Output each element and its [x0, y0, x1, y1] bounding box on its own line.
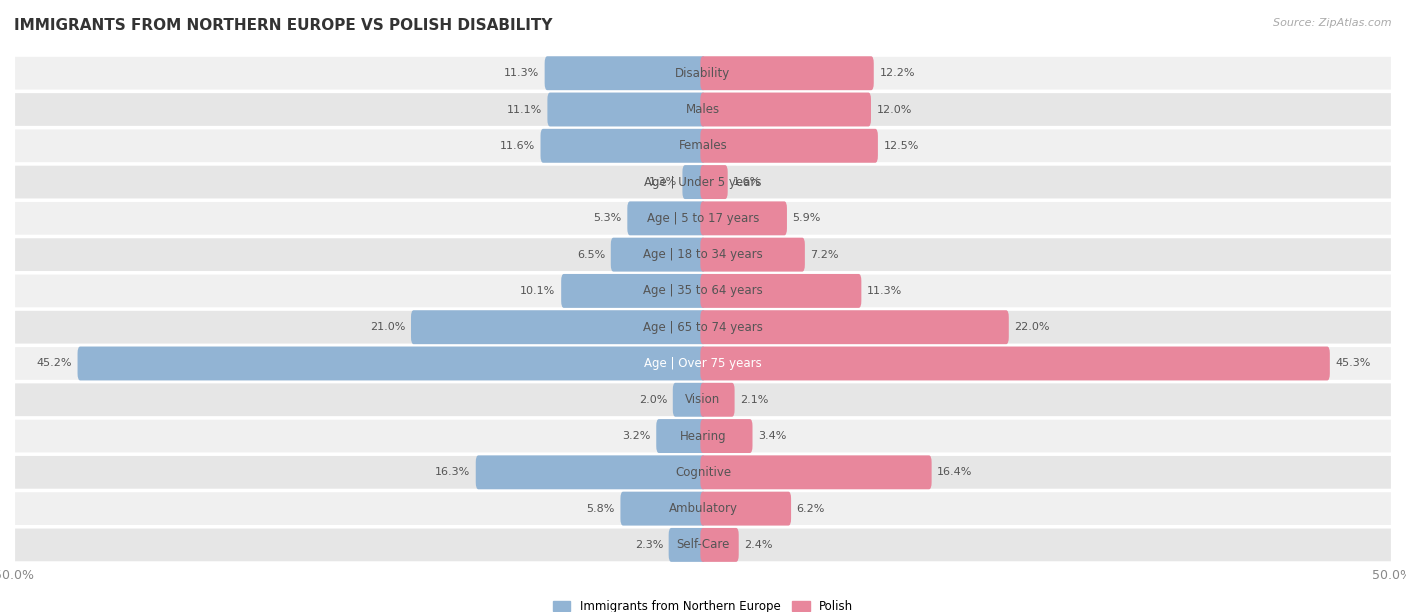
Text: 22.0%: 22.0% [1014, 322, 1050, 332]
Text: 12.5%: 12.5% [883, 141, 920, 151]
FancyBboxPatch shape [475, 455, 706, 490]
FancyBboxPatch shape [547, 92, 706, 127]
Text: 11.1%: 11.1% [506, 105, 541, 114]
Text: 2.4%: 2.4% [744, 540, 773, 550]
FancyBboxPatch shape [700, 491, 792, 526]
Text: Females: Females [679, 140, 727, 152]
FancyBboxPatch shape [700, 92, 870, 127]
Text: 2.1%: 2.1% [740, 395, 769, 405]
Text: 5.3%: 5.3% [593, 214, 621, 223]
FancyBboxPatch shape [561, 274, 706, 308]
FancyBboxPatch shape [14, 165, 1392, 200]
FancyBboxPatch shape [669, 528, 706, 562]
Text: 2.3%: 2.3% [634, 540, 664, 550]
FancyBboxPatch shape [14, 129, 1392, 163]
Text: 16.3%: 16.3% [434, 468, 470, 477]
FancyBboxPatch shape [700, 274, 862, 308]
FancyBboxPatch shape [14, 237, 1392, 272]
Text: Cognitive: Cognitive [675, 466, 731, 479]
Text: 6.5%: 6.5% [576, 250, 605, 259]
Text: 5.8%: 5.8% [586, 504, 614, 513]
FancyBboxPatch shape [14, 201, 1392, 236]
Text: 16.4%: 16.4% [938, 468, 973, 477]
FancyBboxPatch shape [610, 237, 706, 272]
FancyBboxPatch shape [673, 382, 706, 417]
Legend: Immigrants from Northern Europe, Polish: Immigrants from Northern Europe, Polish [548, 595, 858, 612]
Text: Age | Under 5 years: Age | Under 5 years [644, 176, 762, 188]
FancyBboxPatch shape [411, 310, 706, 344]
FancyBboxPatch shape [657, 419, 706, 453]
Text: Disability: Disability [675, 67, 731, 80]
FancyBboxPatch shape [700, 129, 877, 163]
Text: 6.2%: 6.2% [797, 504, 825, 513]
FancyBboxPatch shape [700, 237, 804, 272]
FancyBboxPatch shape [544, 56, 706, 90]
FancyBboxPatch shape [627, 201, 706, 236]
FancyBboxPatch shape [14, 455, 1392, 490]
FancyBboxPatch shape [14, 346, 1392, 381]
FancyBboxPatch shape [14, 92, 1392, 127]
FancyBboxPatch shape [14, 528, 1392, 562]
Text: 7.2%: 7.2% [810, 250, 839, 259]
Text: 11.3%: 11.3% [868, 286, 903, 296]
FancyBboxPatch shape [700, 528, 738, 562]
FancyBboxPatch shape [700, 56, 873, 90]
Text: Age | 5 to 17 years: Age | 5 to 17 years [647, 212, 759, 225]
FancyBboxPatch shape [700, 455, 932, 490]
FancyBboxPatch shape [14, 310, 1392, 345]
Text: IMMIGRANTS FROM NORTHERN EUROPE VS POLISH DISABILITY: IMMIGRANTS FROM NORTHERN EUROPE VS POLIS… [14, 18, 553, 34]
Text: 45.3%: 45.3% [1336, 359, 1371, 368]
Text: Self-Care: Self-Care [676, 539, 730, 551]
FancyBboxPatch shape [700, 201, 787, 236]
FancyBboxPatch shape [14, 274, 1392, 308]
Text: 3.2%: 3.2% [623, 431, 651, 441]
Text: 45.2%: 45.2% [37, 359, 72, 368]
Text: 11.3%: 11.3% [503, 68, 538, 78]
Text: Hearing: Hearing [679, 430, 727, 442]
FancyBboxPatch shape [700, 382, 734, 417]
Text: 1.3%: 1.3% [648, 177, 676, 187]
Text: Vision: Vision [685, 394, 721, 406]
Text: 1.6%: 1.6% [734, 177, 762, 187]
Text: 12.0%: 12.0% [876, 105, 912, 114]
Text: Age | 65 to 74 years: Age | 65 to 74 years [643, 321, 763, 334]
Text: 2.0%: 2.0% [638, 395, 668, 405]
Text: 11.6%: 11.6% [499, 141, 534, 151]
FancyBboxPatch shape [14, 56, 1392, 91]
Text: Age | 35 to 64 years: Age | 35 to 64 years [643, 285, 763, 297]
Text: Males: Males [686, 103, 720, 116]
FancyBboxPatch shape [700, 165, 728, 199]
Text: Source: ZipAtlas.com: Source: ZipAtlas.com [1274, 18, 1392, 28]
Text: 10.1%: 10.1% [520, 286, 555, 296]
FancyBboxPatch shape [620, 491, 706, 526]
Text: 12.2%: 12.2% [879, 68, 915, 78]
FancyBboxPatch shape [14, 419, 1392, 453]
Text: 3.4%: 3.4% [758, 431, 786, 441]
FancyBboxPatch shape [700, 310, 1008, 344]
Text: Age | 18 to 34 years: Age | 18 to 34 years [643, 248, 763, 261]
FancyBboxPatch shape [77, 346, 706, 381]
Text: 21.0%: 21.0% [370, 322, 405, 332]
Text: Age | Over 75 years: Age | Over 75 years [644, 357, 762, 370]
FancyBboxPatch shape [700, 346, 1330, 381]
FancyBboxPatch shape [682, 165, 706, 199]
FancyBboxPatch shape [540, 129, 706, 163]
Text: Ambulatory: Ambulatory [668, 502, 738, 515]
FancyBboxPatch shape [700, 419, 752, 453]
Text: 5.9%: 5.9% [793, 214, 821, 223]
FancyBboxPatch shape [14, 491, 1392, 526]
FancyBboxPatch shape [14, 382, 1392, 417]
